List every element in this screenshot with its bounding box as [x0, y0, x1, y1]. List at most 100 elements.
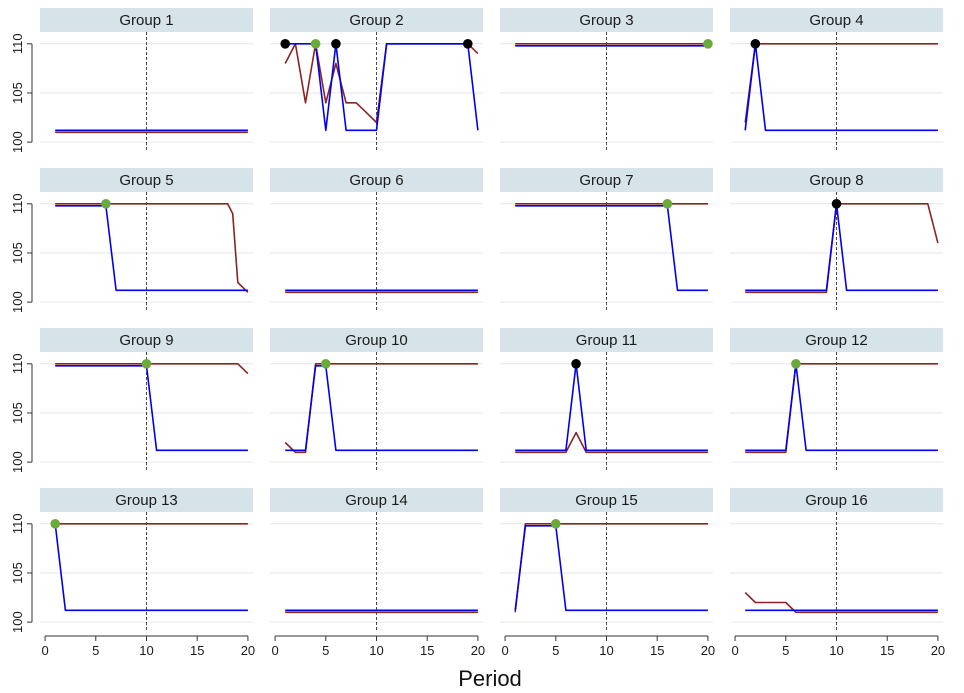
panel-title: Group 10	[345, 332, 408, 349]
panel-strip	[500, 488, 713, 512]
panel-group-1: Group 1 100 105 110	[10, 8, 253, 153]
x-tick-label: 20	[931, 643, 945, 658]
panel-title: Group 8	[809, 172, 863, 189]
marker-dot-green	[310, 39, 321, 49]
panel-strip	[270, 8, 483, 32]
series-line-right	[55, 364, 248, 452]
panel-title: Group 15	[575, 492, 638, 509]
panel-title: Group 6	[349, 172, 403, 189]
x-tick-label: 0	[41, 643, 48, 658]
panel-strip	[730, 328, 943, 352]
marker-dot-black	[831, 199, 842, 209]
y-tick-label: 105	[10, 82, 25, 104]
marker-dot-black	[331, 39, 341, 49]
series-line-left	[284, 362, 478, 454]
panel-strip	[40, 168, 253, 192]
x-tick-label: 10	[599, 643, 613, 658]
panel-strip	[500, 168, 713, 192]
panel-title: Group 9	[119, 332, 173, 349]
panel-group-14: Group 14 0 5 10 15 20	[270, 488, 485, 658]
panel-strip	[730, 168, 943, 192]
x-tick-label: 5	[92, 643, 99, 658]
x-tick-label: 20	[701, 643, 715, 658]
y-tick-label: 110	[10, 193, 25, 214]
panel-group-11: Group 11	[500, 328, 713, 470]
y-tick-label: 110	[10, 33, 25, 54]
panel-strip	[270, 488, 483, 512]
series-line-left	[55, 203, 249, 293]
series-line-right	[54, 523, 248, 612]
panel-strip	[270, 168, 483, 192]
marker-dot-green	[50, 519, 61, 529]
panel-group-16: Group 16 0 5 10 15 20	[730, 488, 945, 658]
panel-strip	[40, 8, 253, 32]
panel-group-5: Group 5 100 105 110	[10, 168, 253, 313]
y-tick-label: 105	[10, 242, 25, 264]
series-line-left	[744, 42, 938, 123]
panel-group-13: Group 13 100 105 110 0 5 10 15 20	[10, 488, 255, 658]
y-tick-label: 105	[10, 402, 25, 424]
marker-dot-green	[703, 39, 713, 49]
panel-title: Group 1	[119, 12, 173, 29]
marker-dot-green	[662, 199, 673, 209]
x-tick-label: 10	[139, 643, 153, 658]
panel-group-7: Group 7	[500, 168, 713, 310]
series-line-right	[745, 362, 938, 452]
panel-group-15: Group 15 0 5 10 15 20	[500, 488, 715, 658]
marker-dot-black	[280, 39, 291, 49]
panel-strip	[40, 328, 253, 352]
panel-strip	[40, 488, 253, 512]
panel-title: Group 16	[805, 492, 868, 509]
series-line-right	[285, 42, 479, 132]
marker-dot-green	[141, 359, 152, 369]
marker-dot-black	[462, 39, 473, 49]
series-line-left	[55, 362, 249, 375]
panel-title: Group 11	[576, 332, 637, 349]
x-tick-label: 15	[190, 643, 204, 658]
x-tick-label: 15	[420, 643, 434, 658]
x-tick-label: 20	[241, 643, 255, 658]
series-line-right	[55, 205, 248, 292]
panel-title: Group 4	[809, 12, 863, 29]
y-tick-label: 110	[10, 513, 25, 534]
series-line-right	[514, 524, 708, 612]
x-tick-label: 0	[271, 643, 278, 658]
panel-strip	[270, 328, 483, 352]
x-tick-label: 20	[471, 643, 485, 658]
panel-group-3: Group 3	[500, 8, 713, 150]
series-line-left	[744, 592, 938, 614]
y-tick-label: 100	[10, 291, 25, 313]
series-line-left	[514, 522, 708, 613]
series-line-right	[745, 203, 938, 292]
x-tick-label: 5	[552, 643, 559, 658]
panel-group-2: Group 2	[270, 8, 483, 150]
panel-strip	[730, 8, 943, 32]
panel-group-12: Group 12	[730, 328, 943, 470]
y-tick-label: 110	[10, 353, 25, 374]
marker-dot-black	[750, 39, 761, 49]
panel-group-6: Group 6	[270, 168, 483, 310]
panel-strip	[730, 488, 943, 512]
series-line-right	[744, 42, 938, 132]
panel-title: Group 14	[345, 492, 408, 509]
x-axis-title: Period	[458, 666, 522, 691]
series-line-right	[515, 205, 708, 292]
y-tick-label: 100	[10, 611, 25, 633]
panel-title: Group 3	[579, 12, 633, 29]
panel-group-4: Group 4	[730, 8, 943, 150]
panel-group-8: Group 8	[730, 168, 943, 310]
panel-group-9: Group 9 100 105 110	[10, 328, 253, 473]
x-tick-label: 0	[731, 643, 738, 658]
panel-title: Group 5	[119, 172, 173, 189]
panel-group-10: Group 10	[270, 328, 483, 470]
panel-title: Group 2	[349, 12, 403, 29]
x-tick-label: 15	[880, 643, 894, 658]
panel-title: Group 13	[115, 492, 178, 509]
series-line-left	[745, 362, 938, 454]
series-line-left	[515, 431, 708, 454]
panel-title: Group 12	[805, 332, 868, 349]
y-tick-label: 100	[10, 451, 25, 473]
x-tick-label: 5	[782, 643, 789, 658]
y-tick-label: 105	[10, 562, 25, 584]
